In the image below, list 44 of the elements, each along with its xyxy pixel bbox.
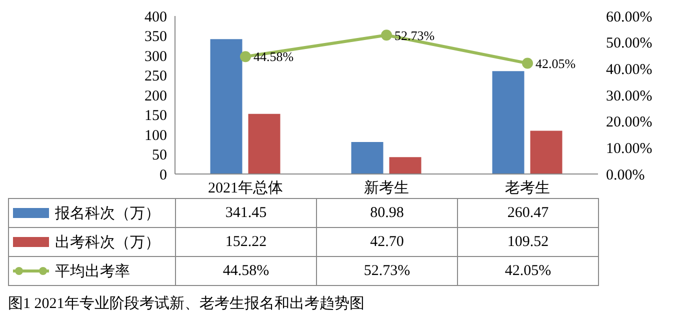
x-tick-label: 2021年总体 [208,180,283,197]
bar [248,114,280,174]
text: 52.73% [394,28,435,43]
legend-label: 报名科次（万） [55,204,160,222]
point [381,30,392,41]
y2-tick-label: 40.00% [606,62,652,78]
text: 图1 2021年专业阶段考试新、老考生报名和出考趋势图 [8,294,366,313]
y-tick-label: 400 [144,9,167,26]
y-tick-label: 350 [144,29,167,46]
data-label: 152.22 [176,228,317,257]
x-tick-label: 老考生 [505,180,550,197]
y2-tick-label: 30.00% [606,88,652,104]
data-label: 42.70 [317,228,458,257]
y2-tick-label: 60.00% [606,9,652,26]
y-tick-label: 0 [160,167,167,184]
point [522,58,533,69]
y-tick-label: 200 [144,88,167,104]
y-tick-label: 100 [144,128,167,144]
data-label: 80.98 [317,199,458,228]
bar [210,39,242,174]
data-label: 260.47 [458,199,599,228]
data-label: 109.52 [458,228,599,257]
y2-tick-label: 10.00% [606,140,652,157]
legend-label: 平均出考率 [55,262,130,280]
data-label: 42.05% [458,257,599,286]
legend-label: 出考科次（万） [55,234,160,252]
bar [351,142,384,174]
point [240,51,251,62]
y-tick-label: 50 [152,148,167,164]
x-tick-label: 新考生 [364,180,409,197]
bar [389,157,422,174]
data-label: 341.45 [176,199,317,228]
y-tick-label: 250 [144,68,167,85]
text: 44.58% [254,49,294,64]
bar [530,130,562,174]
data-label: 44.58% [176,257,317,286]
bar [492,71,524,174]
y2-tick-label: 20.00% [606,114,652,131]
y-tick-label: 150 [144,108,167,124]
y-tick-label: 300 [144,48,167,65]
y2-tick-label: 0.00% [606,167,645,184]
text: 42.05% [536,56,576,71]
data-label: 52.73% [317,257,458,286]
y2-tick-label: 50.00% [606,36,652,52]
